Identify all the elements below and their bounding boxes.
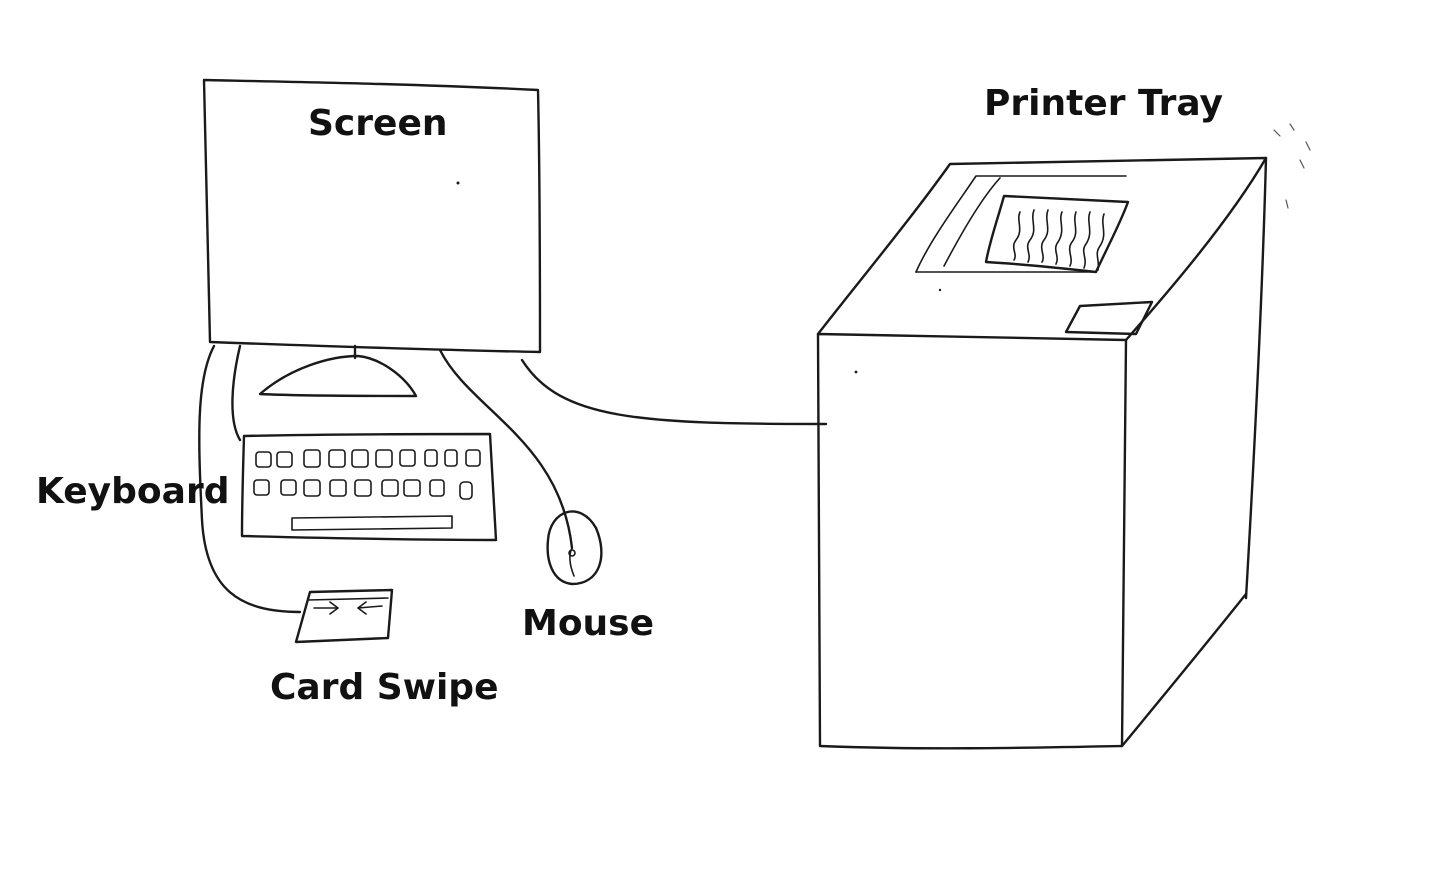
monitor-screen [202,78,542,354]
mouse [546,510,603,586]
cables [198,344,828,614]
label-screen: Screen [308,103,448,144]
label-mouse: Mouse [522,603,655,644]
label-printer-tray: Printer Tray [984,83,1224,124]
keyboard [240,432,498,542]
monitor-stand [258,344,418,398]
label-card-swipe: Card Swipe [270,667,499,708]
label-keyboard: Keyboard [36,471,230,512]
card-swipe-device [294,588,394,644]
printer [816,123,1311,750]
